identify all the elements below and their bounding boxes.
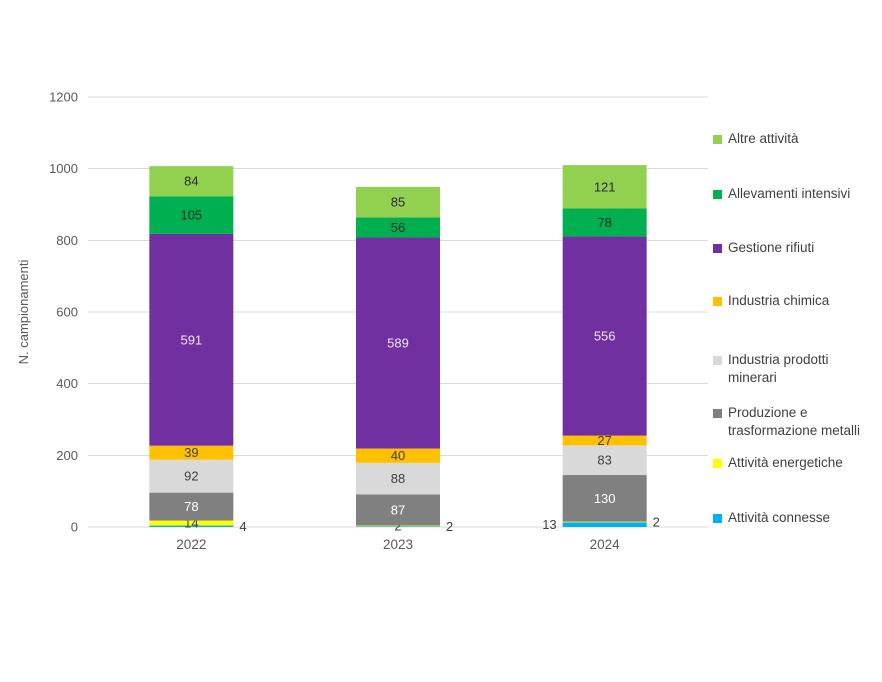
legend-item-altre-attivita: Altre attività (713, 130, 876, 148)
data-label-altre-attivita-2022: 84 (184, 174, 198, 189)
bar-segment-attivita-connesse-2023 (356, 526, 440, 527)
legend-label-industria-chimica: Industria chimica (728, 293, 830, 308)
bar-segment-produzione-e-trasformazione-metalli-2024 (562, 475, 647, 522)
chart-legend: Altre attività Allevamenti intensivi Gesti… (713, 0, 878, 682)
bar-segment-gestione-rifiuti-2022 (149, 233, 234, 446)
bar-segment-produzione-e-trasformazione-metalli-2023 (356, 494, 440, 526)
y-tick-label: 600 (56, 305, 78, 320)
legend-swatch-produzione-e-trasformazione-metalli (713, 409, 722, 418)
bar-segment-altre-attivita-2023 (356, 186, 440, 218)
legend-swatch-attivita-energetiche (713, 459, 722, 468)
legend-swatch-allevamenti-intensivi (713, 190, 722, 199)
bar-segment-gestione-rifiuti-2024 (562, 236, 647, 436)
bar-segment-altre-attivita-2022 (149, 166, 234, 197)
bar-segment-attivita-connesse-2024 (562, 522, 647, 527)
legend-item-gestione-rifiuti: Gestione rifiuti (713, 239, 876, 257)
legend-swatch-altre-attivita (713, 135, 722, 144)
bar-segment-altre-attivita-2024 (562, 165, 647, 209)
y-tick-label: 800 (56, 233, 78, 248)
legend-swatch-industria-prodotti-minerari (713, 356, 722, 365)
legend-item-industria-prodotti-minerari: Industria prodotti minerari (713, 351, 876, 386)
bar-segment-allevamenti-intensivi-2024 (562, 208, 647, 237)
legend-swatch-gestione-rifiuti (713, 244, 722, 253)
bar-segment-allevamenti-intensivi-2022 (149, 196, 234, 234)
data-label-allevamenti-intensivi-2023: 56 (391, 220, 405, 235)
data-label-produzione-e-trasformazione-metalli-2023: 87 (391, 502, 405, 517)
legend-item-attivita-energetiche: Attività energetiche (713, 454, 876, 472)
legend-label-gestione-rifiuti: Gestione rifiuti (728, 240, 815, 255)
legend-label-allevamenti-intensivi: Allevamenti intensivi (728, 186, 851, 201)
data-label-gestione-rifiuti-2022: 591 (180, 332, 202, 347)
bar-segment-gestione-rifiuti-2023 (356, 237, 440, 449)
y-tick-label: 400 (56, 376, 78, 391)
data-label-industria-prodotti-minerari-2023: 88 (391, 471, 405, 486)
legend-swatch-attivita-connesse (713, 514, 722, 523)
bar-segment-attivita-energetiche-2022 (149, 520, 234, 526)
y-axis-title: N. campionamenti (16, 260, 31, 365)
data-label-produzione-e-trasformazione-metalli-2024: 130 (594, 491, 616, 506)
legend-label-produzione-e-trasformazione-metalli: Produzione e trasformazione metalli (728, 405, 861, 438)
bar-segment-produzione-e-trasformazione-metalli-2022 (149, 492, 234, 521)
bar-segment-allevamenti-intensivi-2023 (356, 217, 440, 238)
y-tick-label: 200 (56, 448, 78, 463)
data-label-allevamenti-intensivi-2024: 78 (597, 215, 611, 230)
data-label-attivita-connesse-2024: 13 (542, 517, 556, 532)
data-label-gestione-rifiuti-2023: 589 (387, 335, 409, 350)
legend-label-attivita-energetiche: Attività energetiche (728, 455, 843, 470)
legend-item-allevamenti-intensivi: Allevamenti intensivi (713, 185, 876, 203)
data-label-industria-prodotti-minerari-2022: 92 (184, 469, 198, 484)
bar-segment-attivita-energetiche-2023 (356, 525, 440, 527)
bar-segment-attivita-energetiche-2024 (562, 521, 647, 523)
data-label-gestione-rifiuti-2024: 556 (594, 329, 616, 344)
data-label-attivita-energetiche-2023: 2 (394, 518, 401, 533)
data-label-industria-chimica-2023: 40 (391, 448, 405, 463)
data-label-attivita-energetiche-2024: 2 (653, 514, 660, 529)
data-label-industria-chimica-2024: 27 (597, 433, 611, 448)
bar-segment-industria-chimica-2022 (149, 445, 234, 460)
data-label-altre-attivita-2024: 121 (594, 179, 616, 194)
legend-label-attivita-connesse: Attività connesse (728, 510, 831, 525)
bar-segment-industria-chimica-2024 (562, 435, 647, 446)
legend-item-produzione-e-trasformazione-metalli: Produzione e trasformazione metalli (713, 404, 876, 439)
y-tick-label: 1000 (49, 161, 78, 176)
bar-segment-industria-prodotti-minerari-2022 (149, 459, 234, 493)
bar-segment-industria-prodotti-minerari-2023 (356, 462, 440, 495)
legend-label-industria-prodotti-minerari: Industria prodotti minerari (728, 352, 829, 385)
y-tick-label: 1200 (49, 90, 78, 105)
bar-segment-attivita-connesse-2022 (149, 525, 234, 527)
legend-swatch-industria-chimica (713, 297, 722, 306)
x-category-label-2022: 2022 (176, 537, 206, 552)
legend-item-attivita-connesse: Attività connesse (713, 509, 876, 527)
data-label-industria-chimica-2022: 39 (184, 445, 198, 460)
data-label-industria-prodotti-minerari-2024: 83 (597, 453, 611, 468)
data-label-allevamenti-intensivi-2022: 105 (180, 208, 202, 223)
x-category-label-2024: 2024 (590, 537, 621, 552)
y-tick-label: 0 (71, 520, 78, 535)
legend-label-altre-attivita: Altre attività (728, 131, 799, 146)
data-label-attivita-connesse-2022: 4 (239, 519, 246, 534)
bar-segment-industria-chimica-2023 (356, 448, 440, 463)
legend-item-industria-chimica: Industria chimica (713, 292, 876, 310)
data-label-produzione-e-trasformazione-metalli-2022: 78 (184, 499, 198, 514)
data-label-altre-attivita-2023: 85 (391, 195, 405, 210)
x-category-label-2023: 2023 (383, 537, 413, 552)
bar-segment-industria-prodotti-minerari-2024 (562, 445, 647, 476)
data-label-attivita-connesse-2023: 2 (446, 519, 453, 534)
